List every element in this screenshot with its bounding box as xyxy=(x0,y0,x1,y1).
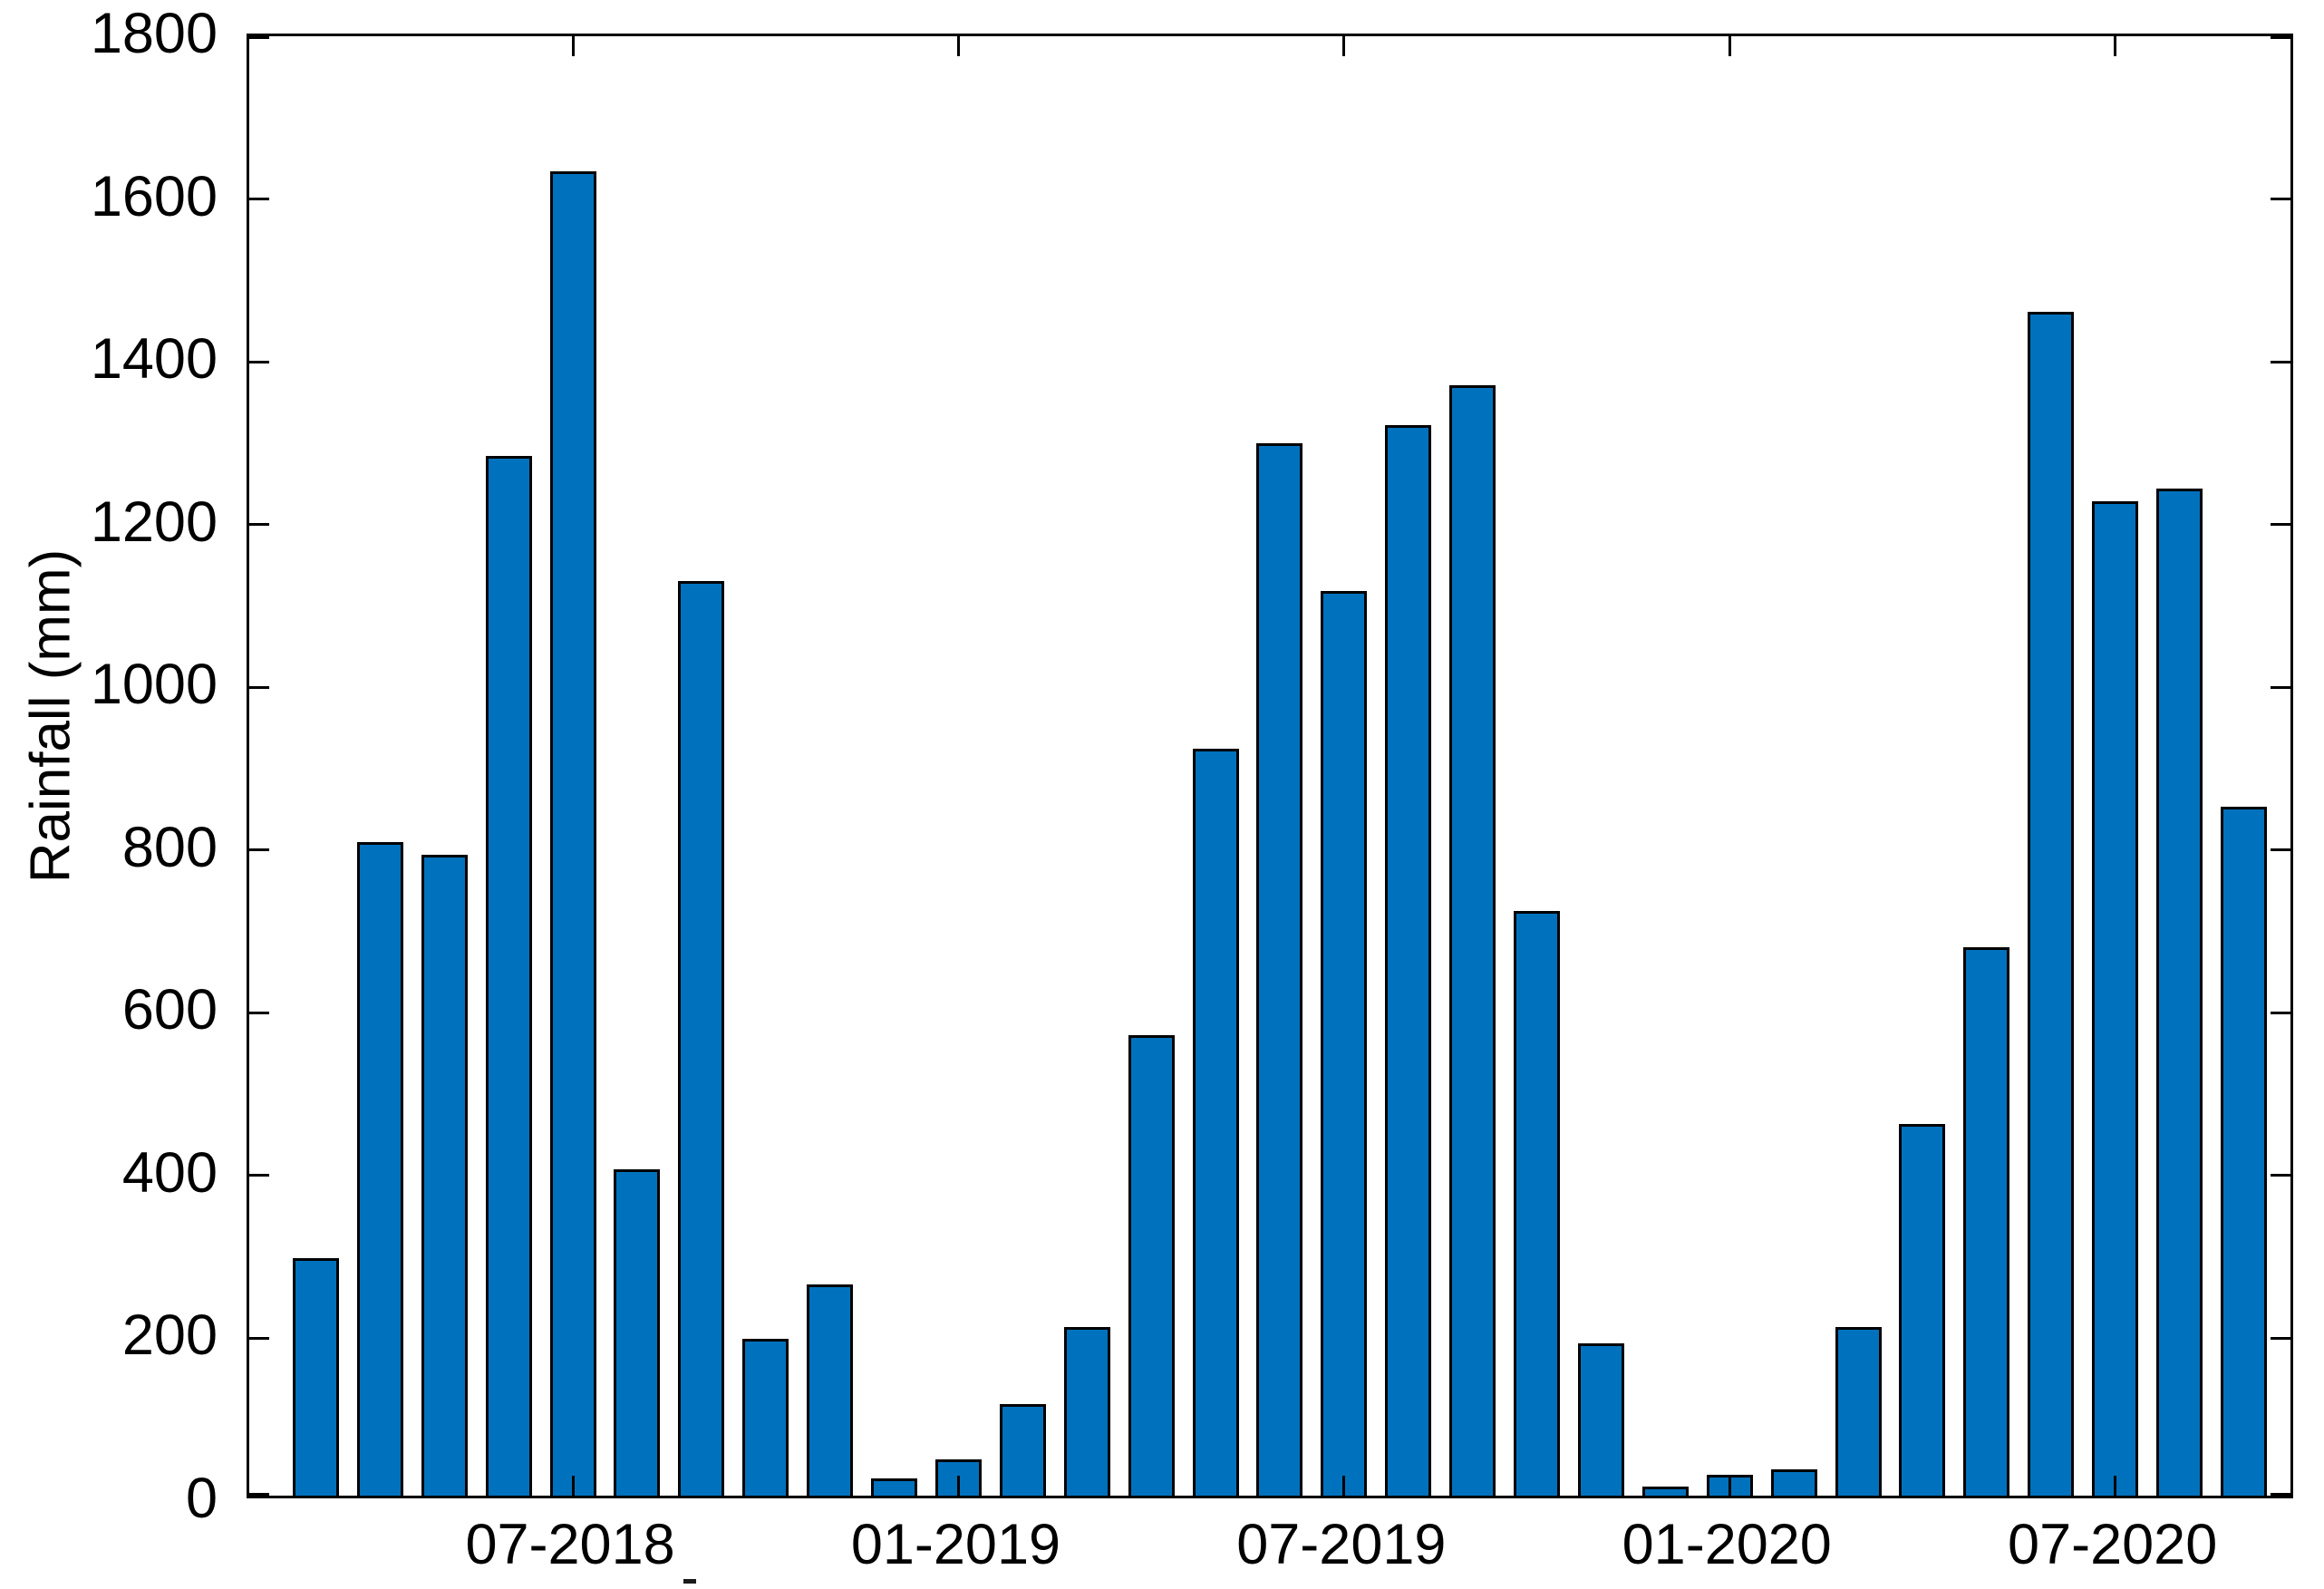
bar xyxy=(807,1284,854,1496)
bar xyxy=(549,171,596,1496)
bar xyxy=(678,580,725,1496)
x-tick-mark-top xyxy=(571,36,575,56)
y-tick-label: 1600 xyxy=(90,164,218,228)
y-tick-mark-right xyxy=(2271,523,2290,527)
bar xyxy=(1899,1123,1946,1496)
bar xyxy=(2028,311,2075,1496)
y-tick-mark-left xyxy=(249,523,269,527)
bar xyxy=(1192,748,1239,1496)
y-tick-label: 600 xyxy=(121,978,218,1042)
x-tick-mark-bottom xyxy=(956,1476,960,1496)
y-tick-mark-right xyxy=(2271,1336,2290,1340)
x-tick-mark-top xyxy=(2114,36,2117,56)
bar xyxy=(1514,910,1561,1496)
y-tick-mark-left xyxy=(249,1011,269,1014)
y-tick-mark-right xyxy=(2271,1493,2290,1496)
y-tick-mark-left xyxy=(249,685,269,689)
bar xyxy=(1128,1034,1175,1496)
bar xyxy=(1577,1343,1624,1496)
bar xyxy=(356,842,403,1496)
x-tick-label: 07-2018 xyxy=(465,1513,675,1576)
y-tick-mark-right xyxy=(2271,36,2290,39)
bar xyxy=(421,855,468,1496)
x-tick-label: 01-2020 xyxy=(1622,1513,1832,1576)
x-tick-mark-bottom xyxy=(1728,1476,1731,1496)
bar xyxy=(2156,489,2203,1496)
y-tick-label: 800 xyxy=(121,815,218,879)
y-tick-mark-left xyxy=(249,848,269,852)
x-tick-mark-bottom xyxy=(571,1476,575,1496)
bar xyxy=(1063,1327,1110,1496)
bar xyxy=(1641,1487,1689,1496)
y-tick-label: 0 xyxy=(185,1467,218,1530)
y-tick-label: 1200 xyxy=(90,489,218,554)
y-tick-mark-right xyxy=(2271,848,2290,852)
y-tick-label: 1000 xyxy=(90,653,218,717)
bar xyxy=(1449,384,1496,1496)
y-tick-mark-left xyxy=(249,1493,269,1496)
plot-area xyxy=(247,34,2293,1498)
y-tick-mark-right xyxy=(2271,198,2290,201)
bar xyxy=(1256,443,1303,1496)
bar xyxy=(2092,500,2139,1496)
bar xyxy=(999,1403,1046,1496)
y-tick-mark-left xyxy=(249,1336,269,1340)
y-tick-mark-left xyxy=(249,198,269,201)
bar xyxy=(485,455,532,1496)
y-tick-mark-right xyxy=(2271,1011,2290,1014)
y-tick-mark-left xyxy=(249,36,269,39)
bar xyxy=(1770,1469,1817,1496)
x-tick-label: 07-2020 xyxy=(2008,1513,2218,1576)
bar xyxy=(1835,1327,1882,1496)
x-tick-mark-top xyxy=(956,36,960,56)
y-tick-mark-left xyxy=(249,1174,269,1177)
x-tick-label: 01-2019 xyxy=(850,1513,1061,1576)
bar xyxy=(292,1257,339,1496)
y-tick-mark-right xyxy=(2271,685,2290,689)
y-tick-label: 1400 xyxy=(90,327,218,392)
x-tick-mark-top xyxy=(1728,36,1731,56)
bar xyxy=(1963,946,2010,1496)
x-tick-mark-top xyxy=(1342,36,1346,56)
x-tick-mark-bottom xyxy=(1342,1476,1346,1496)
y-tick-label: 400 xyxy=(121,1140,218,1205)
bar xyxy=(1385,424,1432,1496)
bar xyxy=(614,1169,661,1496)
y-tick-label: 200 xyxy=(121,1303,218,1368)
bar xyxy=(871,1478,918,1496)
y-tick-mark-left xyxy=(249,360,269,363)
y-tick-mark-right xyxy=(2271,1174,2290,1177)
y-tick-mark-right xyxy=(2271,360,2290,363)
bar xyxy=(742,1338,789,1496)
x-tick-mark-bottom xyxy=(2114,1476,2117,1496)
x-tick-label: 07-2019 xyxy=(1236,1513,1447,1576)
cropped-xlabel-artifact xyxy=(683,1579,696,1584)
bar xyxy=(1321,590,1368,1496)
y-tick-label: 1800 xyxy=(90,2,218,65)
bar xyxy=(2220,806,2267,1496)
